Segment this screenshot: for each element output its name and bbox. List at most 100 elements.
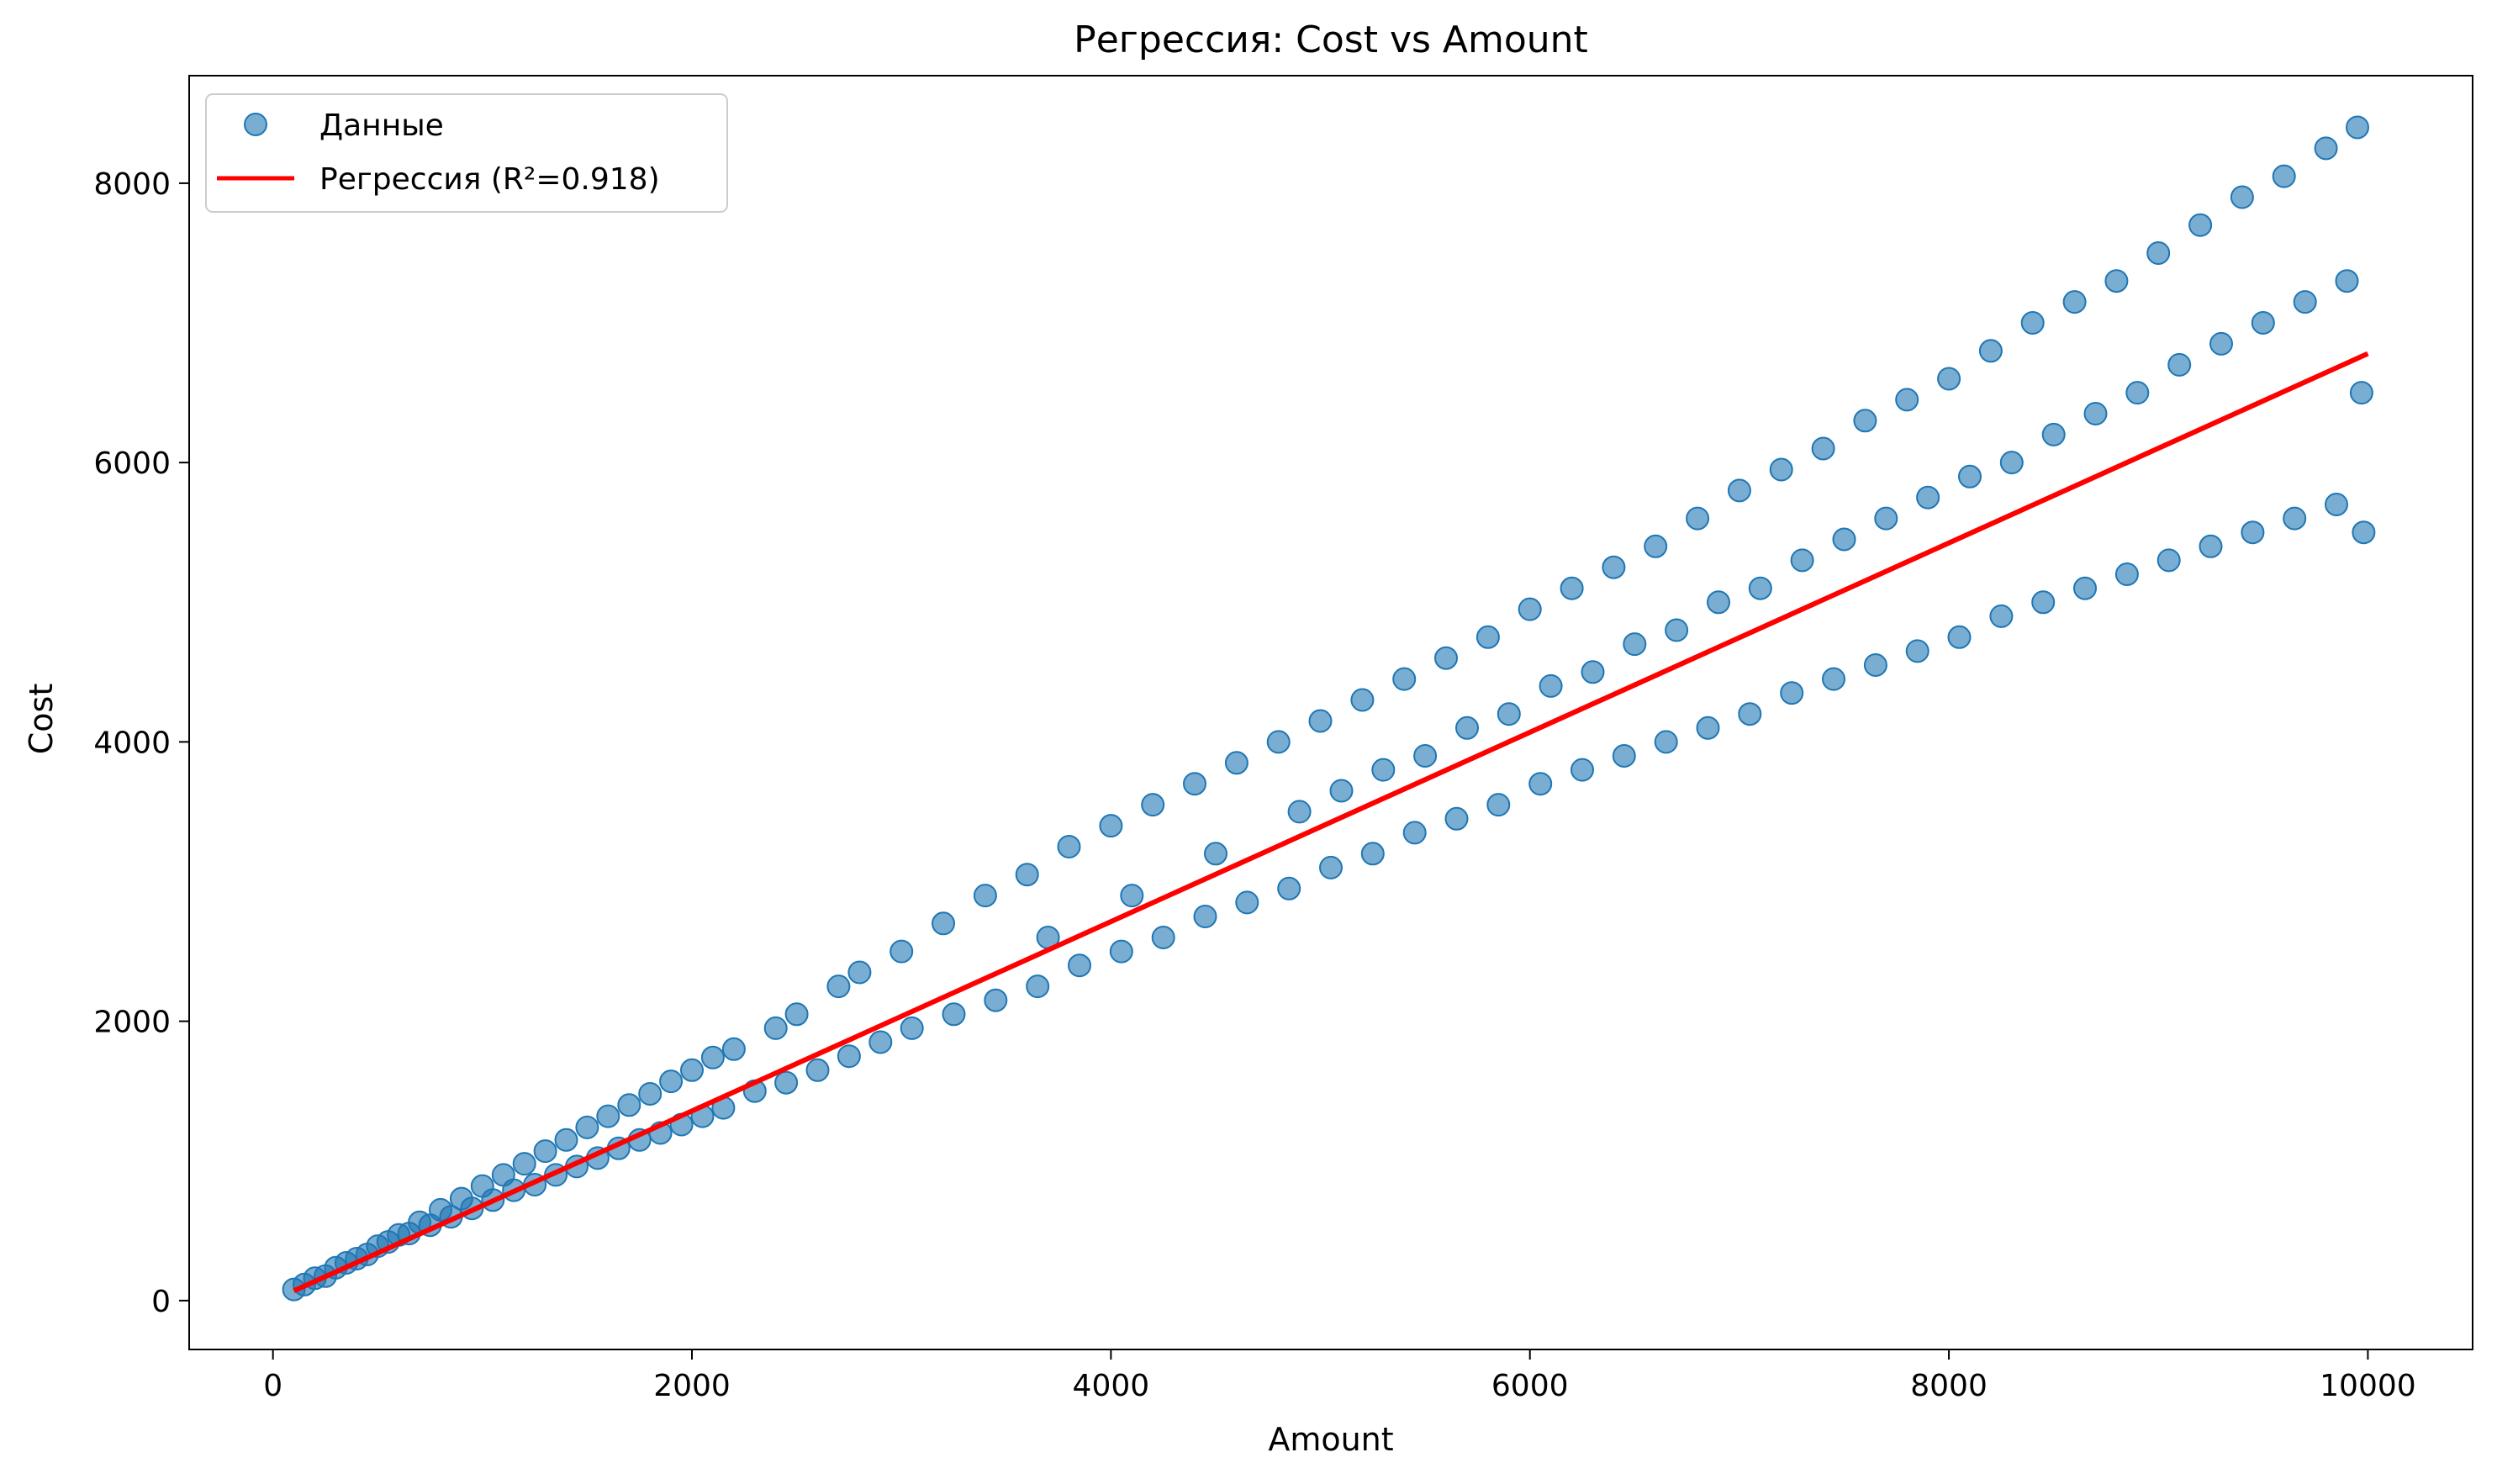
data-point [1560,576,1584,600]
data-point [1999,451,2024,475]
y-axis-ticks: 0 2000 4000 6000 8000 [93,167,189,1319]
chart-legend: Данные Регрессия (R²=0.918) [205,93,728,213]
legend-box [205,93,728,213]
x-tick-label: 4000 [1073,1369,1150,1403]
data-point [847,960,872,985]
data-point [1183,772,1206,796]
data-point [1486,793,1511,817]
y-tick-label: 2000 [93,1006,171,1040]
data-point [1120,884,1144,908]
data-point [1874,506,1898,531]
x-tick-label: 2000 [653,1369,731,1403]
data-point [1978,339,2003,363]
data-point [1371,758,1396,782]
data-point [1444,806,1469,831]
data-point [1402,821,1427,845]
y-tick-label: 6000 [93,446,171,481]
data-point [1602,555,1626,579]
x-tick-label: 6000 [1491,1369,1569,1403]
data-point [1528,772,1553,796]
data-point [2114,562,2139,586]
y-tick-label: 0 [151,1285,171,1319]
data-point [1853,409,1877,433]
data-point [1287,800,1312,824]
data-point [2241,520,2265,545]
y-tick-label: 8000 [93,167,171,202]
data-point [1727,478,1751,503]
x-axis-ticks: 0 2000 4000 6000 8000 10000 [263,1349,2416,1403]
data-point [2104,269,2129,293]
data-point [617,1093,641,1117]
data-point [837,1044,861,1069]
data-point [638,1082,663,1106]
data-point [1539,673,1563,698]
data-point [1350,688,1375,712]
data-point [1916,485,1940,510]
data-point [2156,548,2181,573]
data-point [973,884,997,908]
data-point [659,1069,684,1094]
data-point [1612,744,1636,768]
legend-scatter-marker [244,113,267,136]
data-point [1748,576,1772,600]
data-point [2125,381,2150,405]
data-point [2335,269,2359,293]
data-point [1392,667,1417,691]
data-point [1329,779,1354,803]
data-point [1518,597,1542,621]
data-point [533,1139,557,1164]
data-point [1057,835,1081,858]
data-point [1360,842,1385,866]
data-point [826,974,851,999]
scatter-points [282,115,2376,1302]
data-point [900,1016,924,1040]
data-point [1015,863,1039,887]
data-point [984,988,1008,1012]
plot-frame [188,75,2473,1350]
data-point [1099,814,1123,838]
data-point [1811,436,1835,461]
data-point [2209,331,2233,356]
data-point [1895,388,1919,412]
data-point [512,1152,536,1176]
data-point [1319,855,1343,879]
data-point [596,1104,620,1128]
data-point [575,1115,599,1139]
data-point [1832,527,1856,552]
data-point [2283,506,2307,531]
data-point [1497,702,1521,726]
data-point [2325,493,2348,516]
data-point [1476,625,1500,649]
data-point [721,1037,746,1061]
data-point [2349,381,2373,405]
data-point [1193,905,1217,928]
data-point [1947,625,1972,649]
data-point [868,1030,893,1054]
data-point [1434,646,1458,670]
x-axis-label: Amount [1268,1421,1393,1458]
x-tick-label: 0 [263,1369,282,1403]
data-point [2083,402,2108,425]
data-point [1571,758,1594,782]
data-point [1204,842,1227,866]
data-point [1696,716,1720,740]
data-point [1780,681,1804,705]
data-point [774,1070,799,1095]
data-point [700,1045,725,1069]
data-point [1224,751,1248,775]
data-point [1665,618,1689,642]
data-point [2167,352,2192,377]
legend-label-regression: Регрессия (R²=0.918) [319,162,660,197]
data-point [2062,290,2087,314]
data-point [1455,716,1479,740]
data-point [932,911,955,936]
data-point [2251,311,2275,335]
data-point [1068,953,1091,978]
data-point [1905,639,1930,663]
data-point [1277,876,1301,900]
data-point [890,939,914,964]
data-point [1581,660,1605,684]
y-axis-label: Cost [23,684,60,754]
data-point [1026,974,1050,999]
data-point [2188,213,2213,237]
